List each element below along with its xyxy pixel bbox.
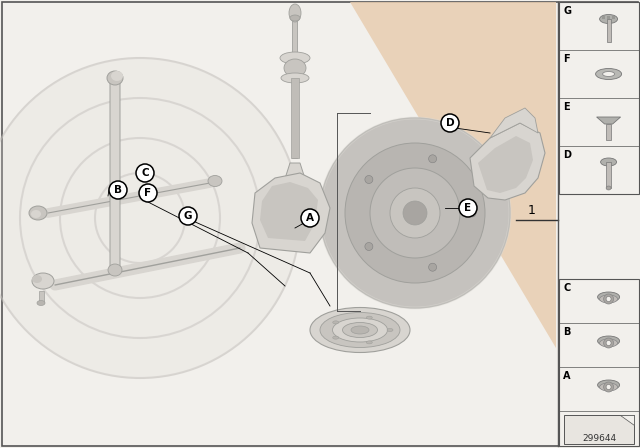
Polygon shape	[470, 123, 545, 200]
Polygon shape	[260, 182, 318, 241]
Ellipse shape	[208, 176, 222, 186]
Bar	[612, 16, 615, 19]
Circle shape	[345, 143, 485, 283]
Circle shape	[179, 207, 197, 225]
Text: G: G	[563, 6, 571, 16]
Ellipse shape	[600, 295, 618, 303]
Polygon shape	[278, 163, 312, 248]
Text: 1: 1	[528, 204, 536, 217]
Text: A: A	[563, 371, 570, 381]
Bar	[607, 16, 610, 19]
Ellipse shape	[429, 155, 436, 163]
Ellipse shape	[351, 326, 369, 334]
Ellipse shape	[333, 318, 387, 342]
Text: B: B	[114, 185, 122, 195]
Bar	[606, 162, 611, 188]
Polygon shape	[596, 117, 621, 124]
Bar	[291, 78, 299, 158]
Text: F: F	[563, 54, 570, 64]
Ellipse shape	[603, 72, 614, 77]
Circle shape	[370, 168, 460, 258]
Circle shape	[604, 294, 614, 304]
Ellipse shape	[600, 158, 616, 166]
Ellipse shape	[107, 71, 123, 85]
Polygon shape	[620, 415, 634, 425]
Ellipse shape	[365, 176, 373, 184]
Circle shape	[0, 58, 300, 378]
Bar	[39, 291, 44, 303]
Text: D: D	[563, 150, 571, 160]
Circle shape	[459, 199, 477, 217]
Text: E: E	[563, 102, 570, 112]
Polygon shape	[478, 136, 533, 193]
Ellipse shape	[387, 328, 393, 332]
Text: C: C	[563, 283, 570, 293]
Ellipse shape	[37, 301, 45, 306]
Polygon shape	[252, 173, 330, 253]
Bar	[606, 124, 611, 140]
FancyBboxPatch shape	[292, 17, 298, 159]
Ellipse shape	[31, 210, 41, 218]
Text: 299644: 299644	[582, 434, 616, 443]
Ellipse shape	[366, 316, 372, 319]
Ellipse shape	[596, 69, 621, 79]
Ellipse shape	[600, 339, 618, 347]
Ellipse shape	[310, 307, 410, 353]
Ellipse shape	[333, 321, 339, 324]
Ellipse shape	[281, 73, 309, 83]
Bar	[602, 16, 605, 19]
Text: G: G	[184, 211, 192, 221]
Circle shape	[604, 338, 614, 348]
Text: F: F	[145, 188, 152, 198]
Ellipse shape	[429, 263, 436, 271]
Ellipse shape	[333, 336, 339, 339]
Polygon shape	[490, 108, 538, 138]
Circle shape	[390, 188, 440, 238]
Ellipse shape	[108, 264, 122, 276]
Ellipse shape	[600, 383, 618, 391]
Ellipse shape	[32, 273, 54, 289]
Ellipse shape	[111, 71, 123, 81]
Circle shape	[139, 184, 157, 202]
Ellipse shape	[289, 4, 301, 22]
Ellipse shape	[600, 14, 618, 23]
Circle shape	[320, 118, 510, 308]
Bar	[564, 415, 634, 444]
Polygon shape	[270, 2, 556, 348]
Circle shape	[606, 340, 611, 345]
Circle shape	[441, 114, 459, 132]
Circle shape	[606, 384, 611, 389]
Ellipse shape	[320, 313, 400, 348]
Text: E: E	[465, 203, 472, 213]
Ellipse shape	[598, 292, 620, 302]
Ellipse shape	[468, 209, 476, 217]
Circle shape	[136, 164, 154, 182]
Circle shape	[604, 382, 614, 392]
Circle shape	[403, 201, 427, 225]
Ellipse shape	[290, 15, 300, 21]
Ellipse shape	[32, 275, 42, 283]
Circle shape	[606, 297, 611, 302]
Ellipse shape	[598, 336, 620, 346]
Text: C: C	[141, 168, 149, 178]
Bar	[607, 19, 611, 42]
Ellipse shape	[366, 341, 372, 344]
Ellipse shape	[365, 242, 373, 250]
Ellipse shape	[606, 186, 611, 190]
Bar	[559, 2, 639, 194]
Bar	[559, 279, 639, 446]
Ellipse shape	[29, 206, 47, 220]
Ellipse shape	[284, 59, 306, 77]
Text: D: D	[445, 118, 454, 128]
FancyBboxPatch shape	[110, 78, 120, 272]
Circle shape	[301, 209, 319, 227]
Text: B: B	[563, 327, 570, 337]
Circle shape	[109, 181, 127, 199]
Ellipse shape	[280, 52, 310, 64]
Ellipse shape	[598, 380, 620, 390]
Ellipse shape	[342, 323, 378, 337]
Bar	[558, 2, 640, 446]
Text: A: A	[306, 213, 314, 223]
